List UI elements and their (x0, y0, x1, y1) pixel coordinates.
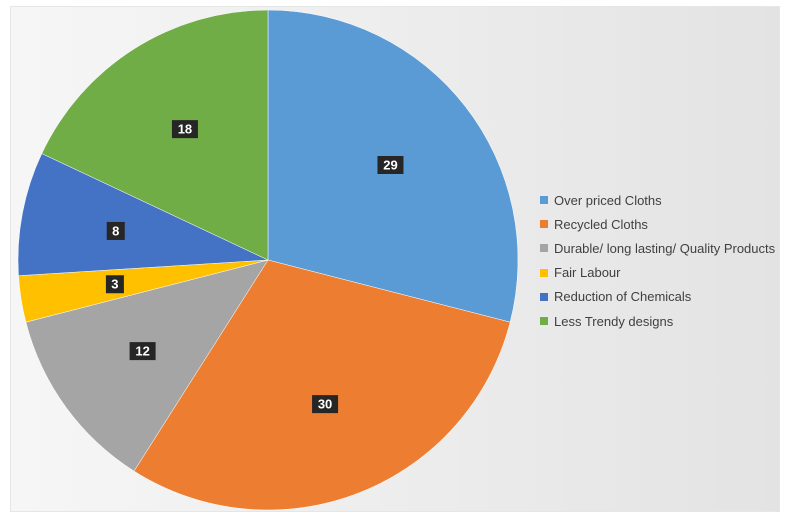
svg-text:18: 18 (178, 122, 192, 137)
pie-slice (17, 153, 269, 276)
legend-label: Reduction of Chemicals (554, 289, 692, 305)
legend-swatch (540, 292, 548, 301)
slice-data-label: 18 (171, 120, 198, 139)
legend-item: Fair Labour (540, 261, 775, 285)
legend-swatch (540, 244, 548, 253)
legend-swatch (540, 220, 548, 229)
legend-item: Less Trendy designs (540, 309, 775, 333)
slice-data-label: 8 (106, 221, 125, 240)
pie-slice (25, 259, 269, 472)
legend-label: Fair Labour (554, 265, 621, 281)
legend-label: Over priced Cloths (554, 192, 662, 208)
legend-item: Recycled Cloths (540, 212, 775, 236)
legend-label: Durable/ long lasting/ Quality Products (554, 240, 776, 256)
legend-label: Recycled Cloths (554, 216, 648, 232)
legend-swatch (540, 317, 548, 326)
pie-slice (133, 259, 511, 511)
pie-slices (17, 9, 519, 511)
svg-text:29: 29 (383, 157, 397, 172)
legend-swatch (540, 268, 548, 277)
legend-swatch (540, 196, 548, 205)
pie-data-labels: 29 30 12 3 8 18 (105, 120, 404, 414)
slice-data-label: 30 (312, 395, 339, 414)
legend-item: Durable/ long lasting/ Quality Products (540, 236, 775, 260)
slice-data-label: 3 (105, 275, 124, 294)
slice-data-label: 12 (129, 342, 156, 361)
slice-data-label: 29 (377, 155, 404, 174)
chart-legend: Over priced Cloths Recycled Cloths Durable… (540, 188, 775, 333)
svg-text:30: 30 (318, 397, 332, 412)
svg-text:12: 12 (135, 344, 149, 359)
legend-item: Reduction of Chemicals (540, 285, 775, 309)
svg-text:3: 3 (111, 277, 118, 292)
legend-label: Less Trendy designs (554, 313, 674, 329)
legend-item: Over priced Cloths (540, 188, 775, 212)
svg-text:8: 8 (112, 223, 119, 238)
pie-slice (41, 9, 269, 261)
